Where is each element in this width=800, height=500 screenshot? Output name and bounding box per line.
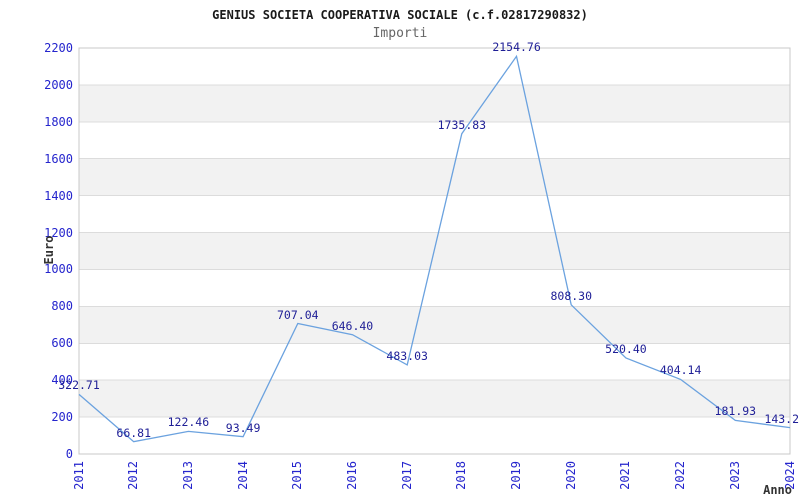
x-tick-label: 2014: [235, 461, 250, 490]
plot-border: [78, 47, 791, 455]
data-line: [78, 54, 791, 443]
x-tick-label: 2012: [126, 461, 141, 490]
point-label: 483.03: [386, 348, 428, 363]
grid-band: [79, 84, 790, 122]
x-tick-label: 2023: [727, 461, 742, 490]
y-tick-label: 1600: [44, 151, 73, 166]
chart-title: GENIUS SOCIETA COOPERATIVA SOCIALE (c.f.…: [212, 8, 588, 22]
point-label: 646.40: [331, 318, 374, 333]
y-tick-label: 200: [51, 410, 73, 425]
point-label: 122.46: [167, 415, 210, 430]
y-tick-label: 1200: [44, 225, 73, 240]
point-label: 322.71: [58, 378, 100, 393]
y-tick-label: 0: [65, 447, 73, 461]
grid-band: [79, 380, 790, 418]
point-label: 808.30: [550, 288, 593, 303]
point-label: 143.2: [764, 411, 800, 426]
point-label: 66.81: [116, 425, 152, 440]
y-tick-label: 1800: [44, 114, 73, 129]
x-tick-label: 2015: [290, 461, 305, 490]
point-label: 2154.76: [492, 40, 541, 55]
x-tick-label: 2021: [618, 461, 633, 490]
x-tick-label: 2022: [673, 461, 688, 490]
y-tick-label: 800: [51, 299, 73, 314]
point-label: 93.49: [225, 420, 261, 435]
x-tick-label: 2019: [509, 461, 524, 490]
chart-subtitle: Importi: [372, 26, 428, 41]
x-tick-label: 2016: [344, 461, 359, 490]
x-tick-label: 2017: [399, 461, 414, 490]
y-tick-label: 600: [51, 336, 73, 351]
y-tick-label: 400: [51, 373, 73, 388]
y-axis-title: Euro: [42, 235, 56, 265]
y-tick-label: 1000: [44, 262, 73, 277]
point-label: 707.04: [277, 307, 319, 322]
x-axis-title: Anno: [763, 483, 792, 497]
x-tick-label: 2013: [180, 461, 195, 490]
x-tick-label: 2011: [71, 461, 86, 490]
y-tick-label: 2000: [44, 77, 73, 92]
grid-band: [79, 158, 790, 196]
point-label: 181.93: [714, 404, 757, 419]
point-label: 520.40: [605, 341, 647, 356]
y-tick-label: 1400: [44, 188, 73, 203]
point-label: 404.14: [659, 363, 702, 378]
point-label: 1735.83: [437, 117, 487, 132]
y-tick-label: 2200: [44, 41, 73, 55]
grid-band: [79, 306, 790, 344]
x-tick-label: 2018: [454, 461, 469, 490]
x-tick-label: 2020: [563, 461, 578, 490]
